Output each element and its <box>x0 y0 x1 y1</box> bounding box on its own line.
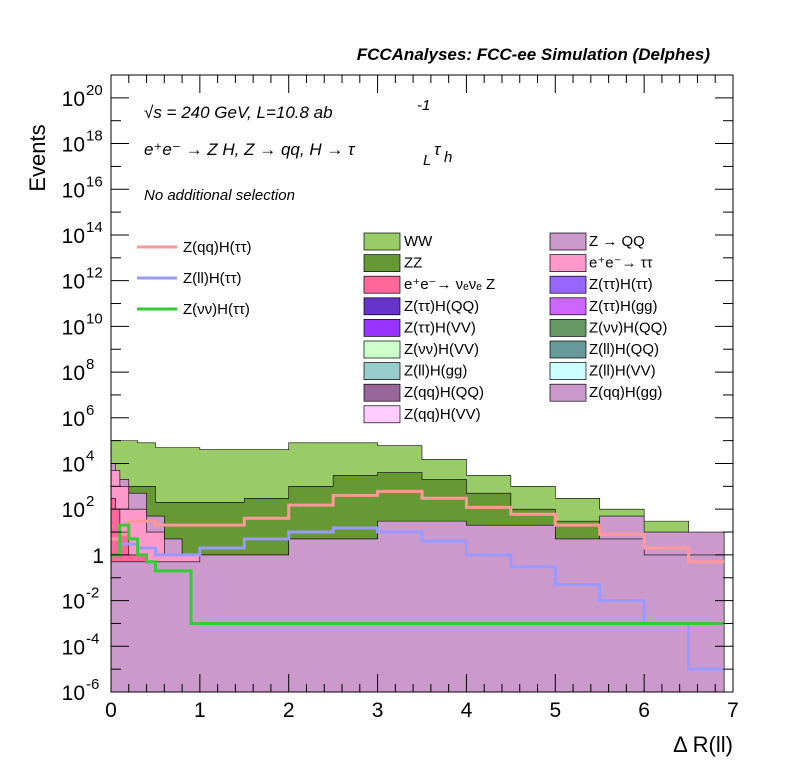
process-annotation: e⁺e⁻ → Z H, Z → qq, H → τ <box>144 140 356 159</box>
y-tick-exponent: 18 <box>86 128 103 145</box>
legend-box-label: Z(ττ)H(gg) <box>589 298 658 315</box>
y-tick-exponent: -6 <box>86 676 99 693</box>
y-tick-label: 10 <box>62 225 85 248</box>
legend-box-swatch <box>549 275 587 294</box>
x-tick-label: 6 <box>638 699 650 722</box>
legend-box-swatch <box>549 254 587 272</box>
legend-box-swatch <box>363 232 401 251</box>
y-tick-exponent: -2 <box>86 585 99 602</box>
y-tick-exponent: 14 <box>86 219 103 236</box>
x-tick-label: 5 <box>549 699 561 722</box>
legend-line-label: Z(qq)H(ττ) <box>183 239 252 256</box>
legend-box-label: Z(qq)H(QQ) <box>404 384 484 401</box>
legend: Z(qq)H(ττ) Z(ll)H(ττ) Z(νν)H(ττ) WW ZZ e⁺e⁻→ … <box>137 232 667 424</box>
legend-box-swatch <box>549 383 587 402</box>
stack-series-11 <box>110 520 725 693</box>
y-tick-exponent: 8 <box>86 356 94 373</box>
legend-box-label: Z(ττ)H(VV) <box>404 319 476 336</box>
legend-box-label: ZZ <box>404 255 422 272</box>
legend-box-swatch <box>363 340 401 359</box>
x-tick-label: 4 <box>461 699 473 722</box>
legend-box-swatch <box>363 254 401 272</box>
y-tick-label: 1 <box>92 545 104 568</box>
legend-box-label: Z(ll)H(VV) <box>589 363 656 380</box>
legend-box-label: e⁺e⁻→ νₑνₑ Z <box>404 276 495 293</box>
legend-box-label: WW <box>404 233 433 250</box>
y-tick-label: 10 <box>62 179 85 202</box>
legend-box-label: Z(νν)H(VV) <box>404 341 479 358</box>
legend-box-swatch <box>363 275 401 294</box>
signal-line-2 <box>111 526 725 671</box>
legend-box-swatch <box>363 319 401 337</box>
chart-title: FCCAnalyses: FCC-ee Simulation (Delphes) <box>357 45 711 64</box>
legend-box-swatch <box>549 297 587 316</box>
legend-line-label: Z(νν)H(ττ) <box>183 301 250 318</box>
y-tick-exponent: 2 <box>86 493 94 510</box>
legend-box-label: Z(ττ)H(ττ) <box>589 276 653 293</box>
x-tick-label: 7 <box>727 699 739 722</box>
signal-lines <box>111 489 725 671</box>
legend-box-label: Z(ll)H(gg) <box>404 363 467 380</box>
y-tick-exponent: 20 <box>86 82 103 99</box>
y-tick-label: 10 <box>62 408 85 431</box>
legend-box-label: Z(νν)H(QQ) <box>589 319 667 336</box>
y-tick-label: 10 <box>62 636 85 659</box>
x-tick-label: 1 <box>194 699 206 722</box>
x-tick-label: 3 <box>372 699 384 722</box>
process-annotation-sub1: L <box>423 152 431 169</box>
legend-box-label: e⁺e⁻→ ττ <box>589 255 653 272</box>
y-tick-label: 10 <box>62 362 85 385</box>
x-tick-label: 0 <box>105 699 117 722</box>
y-tick-label: 10 <box>62 499 85 522</box>
y-tick-exponent: -4 <box>86 630 99 647</box>
process-annotation-sub2: h <box>444 149 452 166</box>
legend-box-swatch <box>549 232 587 251</box>
y-tick-exponent: 10 <box>86 310 103 327</box>
y-tick-exponent: 4 <box>86 447 94 464</box>
y-tick-exponent: 16 <box>86 173 103 190</box>
annotations: √s = 240 GeV, L=10.8 ab -1 e⁺e⁻ → Z H, Z… <box>144 97 452 204</box>
y-tick-exponent: 12 <box>86 265 103 282</box>
y-axis-label: Events <box>25 124 50 191</box>
plot-area <box>110 74 734 693</box>
legend-box-swatch <box>363 362 401 380</box>
y-tick-label: 10 <box>62 134 85 157</box>
legend-line-label: Z(ll)H(ττ) <box>183 270 242 287</box>
signal-line-3 <box>111 523 725 625</box>
y-tick-exponent: 6 <box>86 402 94 419</box>
legend-box-label: Z(ll)H(QQ) <box>589 341 659 358</box>
y-tick-label: 10 <box>62 453 85 476</box>
energy-annotation: √s = 240 GeV, L=10.8 ab <box>144 103 333 122</box>
legend-box-swatch <box>363 383 401 402</box>
y-tick-label: 10 <box>62 271 85 294</box>
legend-box-swatch <box>549 340 587 359</box>
process-annotation-tau2: τ <box>434 140 442 159</box>
legend-box-swatch <box>363 405 401 424</box>
y-tick-label: 10 <box>62 88 85 111</box>
legend-box-label: Z(qq)H(VV) <box>404 406 481 423</box>
legend-box-label: Z(qq)H(gg) <box>589 384 662 401</box>
legend-box-swatch <box>549 362 587 380</box>
y-tick-label: 10 <box>62 591 85 614</box>
x-tick-label: 2 <box>283 699 295 722</box>
legend-box-label: Z → QQ <box>589 233 645 250</box>
selection-annotation: No additional selection <box>144 187 295 204</box>
legend-box-label: Z(ττ)H(QQ) <box>404 298 479 315</box>
legend-box-swatch <box>549 319 587 337</box>
y-tick-label: 10 <box>62 682 85 705</box>
energy-annotation-exponent: -1 <box>417 97 430 114</box>
x-axis-label: Δ R(ll) <box>673 732 733 757</box>
signal-line-1 <box>111 489 725 564</box>
legend-box-swatch <box>363 297 401 316</box>
y-tick-label: 10 <box>62 316 85 339</box>
